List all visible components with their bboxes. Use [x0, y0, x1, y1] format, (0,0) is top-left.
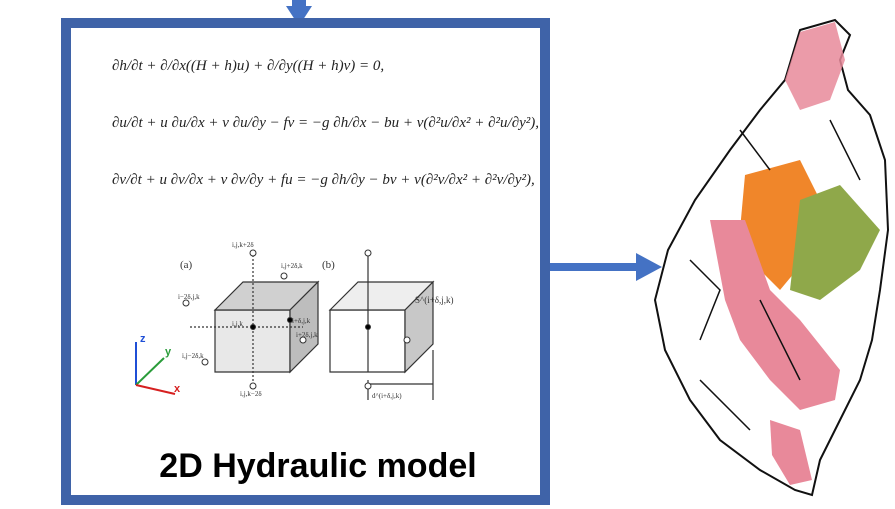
- node-label: i+2δ,j,k: [296, 331, 318, 339]
- x-axis: [135, 384, 176, 395]
- cube-b-nodes: [364, 249, 411, 390]
- catchment: [710, 220, 840, 410]
- node-label: i,j,k: [232, 320, 243, 328]
- panel-label: (b): [322, 259, 335, 271]
- axis-label: x: [174, 383, 181, 395]
- cube-a: [190, 255, 320, 385]
- node-label: i,j−2δ,k: [182, 352, 204, 360]
- node-label: i,j+2δ,k: [281, 262, 303, 270]
- arrow-head: [636, 253, 662, 281]
- arrow-shaft: [550, 263, 640, 271]
- catchment: [770, 420, 812, 485]
- node-label: i,j,k−2δ: [240, 390, 262, 398]
- node-label: d^(i+δ,j,k): [372, 392, 402, 400]
- cube-b: [328, 255, 435, 400]
- y-axis: [135, 357, 165, 386]
- cube-a-nodes: [182, 249, 307, 390]
- caption: 2D Hydraulic model: [159, 447, 476, 485]
- equation: ∂v/∂t + u ∂v/∂x + v ∂v/∂y + fu = −g ∂h/∂…: [112, 172, 535, 188]
- arrow-shaft: [292, 0, 306, 8]
- node-label: i+δ,j,k: [292, 317, 311, 325]
- equation: ∂u/∂t + u ∂u/∂x + v ∂u/∂y − fv = −g ∂h/∂…: [112, 115, 539, 131]
- catchment: [790, 185, 880, 300]
- panel-label: (a): [180, 259, 193, 271]
- axis-label: z: [140, 333, 146, 345]
- rivers: [689, 119, 861, 431]
- node-label: S^(i+δ,j,k): [415, 295, 454, 305]
- axis-label: y: [165, 346, 172, 358]
- equation: ∂h/∂t + ∂/∂x((H + h)u) + ∂/∂y((H + h)v) …: [112, 58, 384, 74]
- model-frame: [61, 18, 550, 505]
- island-map: [653, 18, 890, 497]
- node-label: i,j,k+2δ: [232, 241, 254, 249]
- node-label: i−2δ,j,k: [178, 293, 200, 301]
- catchment: [785, 22, 845, 110]
- arrow-head: [286, 6, 312, 26]
